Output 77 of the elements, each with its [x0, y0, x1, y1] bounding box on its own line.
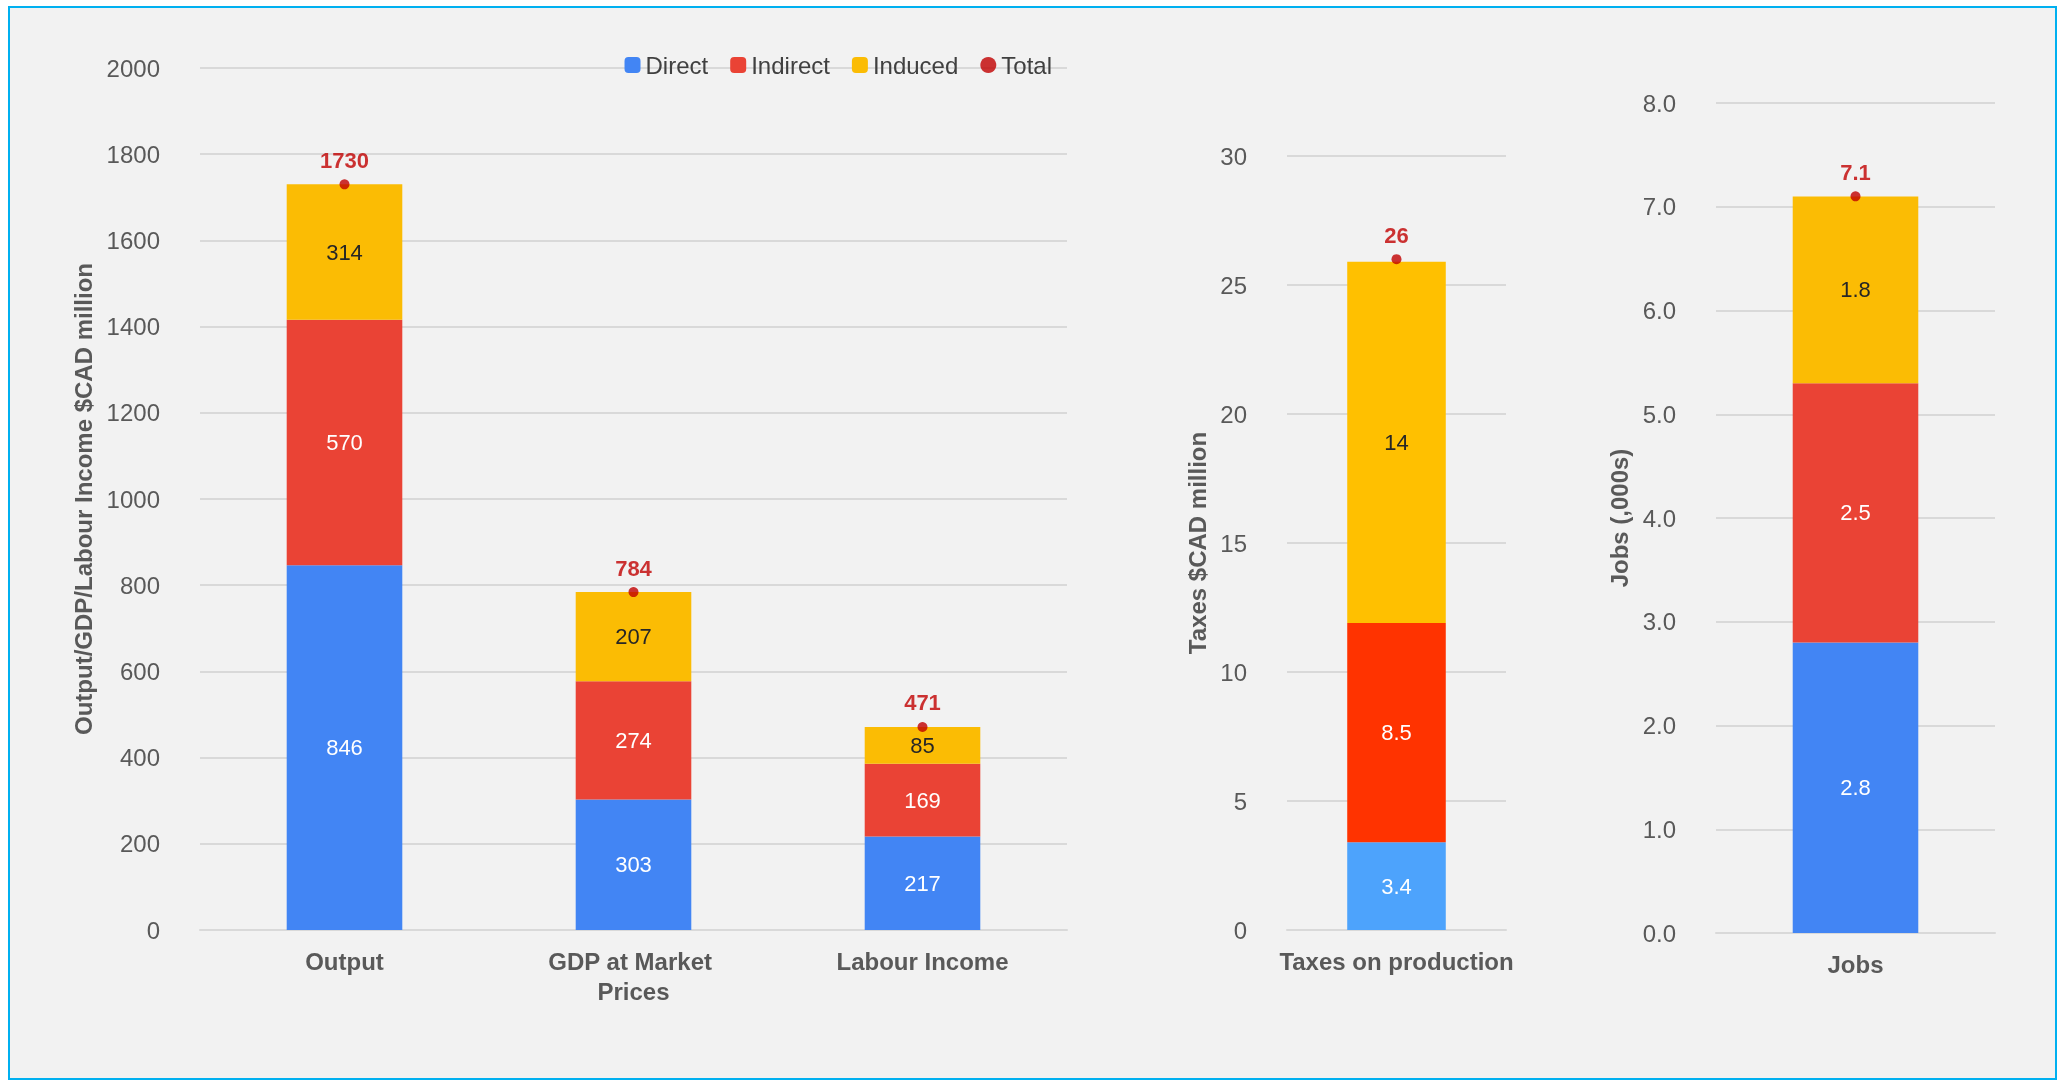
bar	[1347, 622, 1446, 843]
y-tick-label: 5	[1233, 787, 1247, 815]
bar	[1792, 196, 1919, 384]
data-label: 784	[615, 555, 653, 581]
y-tick-label: 30	[1220, 142, 1247, 170]
bar	[1792, 642, 1919, 933]
bar	[575, 681, 692, 800]
point	[339, 179, 350, 190]
bar	[1792, 383, 1919, 643]
y-tick-label: 0.0	[1642, 919, 1676, 947]
data-label: 570	[326, 430, 363, 456]
data-label: 217	[904, 870, 941, 896]
data-label: 1730	[320, 147, 369, 173]
y-tick-label: 1200	[106, 399, 160, 427]
data-label: 314	[326, 239, 363, 265]
data-label: 14	[1384, 429, 1409, 455]
y-tick-label: 400	[119, 744, 160, 772]
x-tick-label: Taxes on production	[1279, 947, 1514, 975]
y-tick-label: 1800	[106, 140, 160, 168]
y-tick-label: 800	[119, 571, 160, 599]
bar	[575, 592, 692, 682]
data-label: 471	[904, 690, 941, 716]
y-tick-label: 5.0	[1642, 400, 1676, 428]
bar	[286, 319, 403, 566]
y-tick-label: 600	[119, 657, 160, 685]
y-tick-label: 3.0	[1642, 608, 1676, 636]
x-tick-label: GDP at Market Prices	[548, 947, 719, 1005]
y-tick-label: 2.0	[1642, 712, 1676, 739]
y-axis-title: Jobs (,000s)	[1606, 448, 1634, 588]
data-label: 1.8	[1840, 277, 1871, 303]
point	[917, 722, 928, 732]
y-tick-label: 1600	[106, 226, 160, 254]
bar	[864, 763, 981, 837]
data-label: 85	[910, 732, 935, 758]
y-tick-label: 20	[1220, 400, 1247, 428]
legend-label: Indirect	[751, 51, 831, 79]
data-label: 303	[615, 852, 652, 878]
y-tick-label: 15	[1220, 529, 1247, 557]
y-tick-label: 6.0	[1642, 297, 1676, 324]
y-tick-label: 7.0	[1642, 193, 1676, 221]
y-tick-label: 0	[146, 916, 160, 944]
data-label: 3.4	[1381, 873, 1412, 899]
y-tick-label: 0	[1233, 916, 1247, 944]
data-label: 2.8	[1840, 775, 1871, 801]
y-axis-title: Taxes $CAD million	[1183, 431, 1211, 655]
legend-label: Direct	[645, 51, 709, 79]
x-tick-label: Jobs	[1827, 950, 1884, 978]
point	[628, 587, 639, 598]
y-tick-label: 1000	[106, 485, 160, 513]
bar	[864, 727, 981, 764]
y-tick-label: 200	[119, 830, 160, 858]
y-tick-label: 2000	[106, 54, 160, 82]
y-tick-label: 8.0	[1642, 89, 1676, 117]
data-label: 169	[904, 787, 941, 813]
data-label: 26	[1384, 222, 1409, 248]
bar	[286, 565, 403, 930]
bar	[1347, 261, 1446, 623]
legend-label: Induced	[872, 51, 959, 79]
data-label: 207	[615, 624, 652, 650]
y-tick-label: 4.0	[1642, 504, 1676, 532]
data-label: 8.5	[1381, 720, 1412, 746]
legend-label: Total	[1001, 51, 1053, 79]
x-tick-label: Labour Income	[836, 947, 1009, 975]
bar	[864, 836, 981, 930]
y-axis-title: Output/GDP/Labour Income $CAD million	[70, 262, 98, 736]
data-label: 7.1	[1840, 159, 1871, 185]
x-tick-label: Output	[305, 947, 384, 975]
y-tick-label: 1400	[106, 313, 160, 341]
data-label: 846	[326, 735, 363, 761]
y-tick-label: 1.0	[1642, 815, 1676, 843]
bar	[1347, 842, 1446, 930]
y-tick-label: 10	[1220, 658, 1247, 686]
data-label: 2.5	[1840, 500, 1871, 526]
bar	[286, 184, 403, 320]
y-tick-label: 25	[1220, 271, 1247, 299]
data-label: 274	[615, 727, 652, 753]
bar	[575, 799, 692, 930]
